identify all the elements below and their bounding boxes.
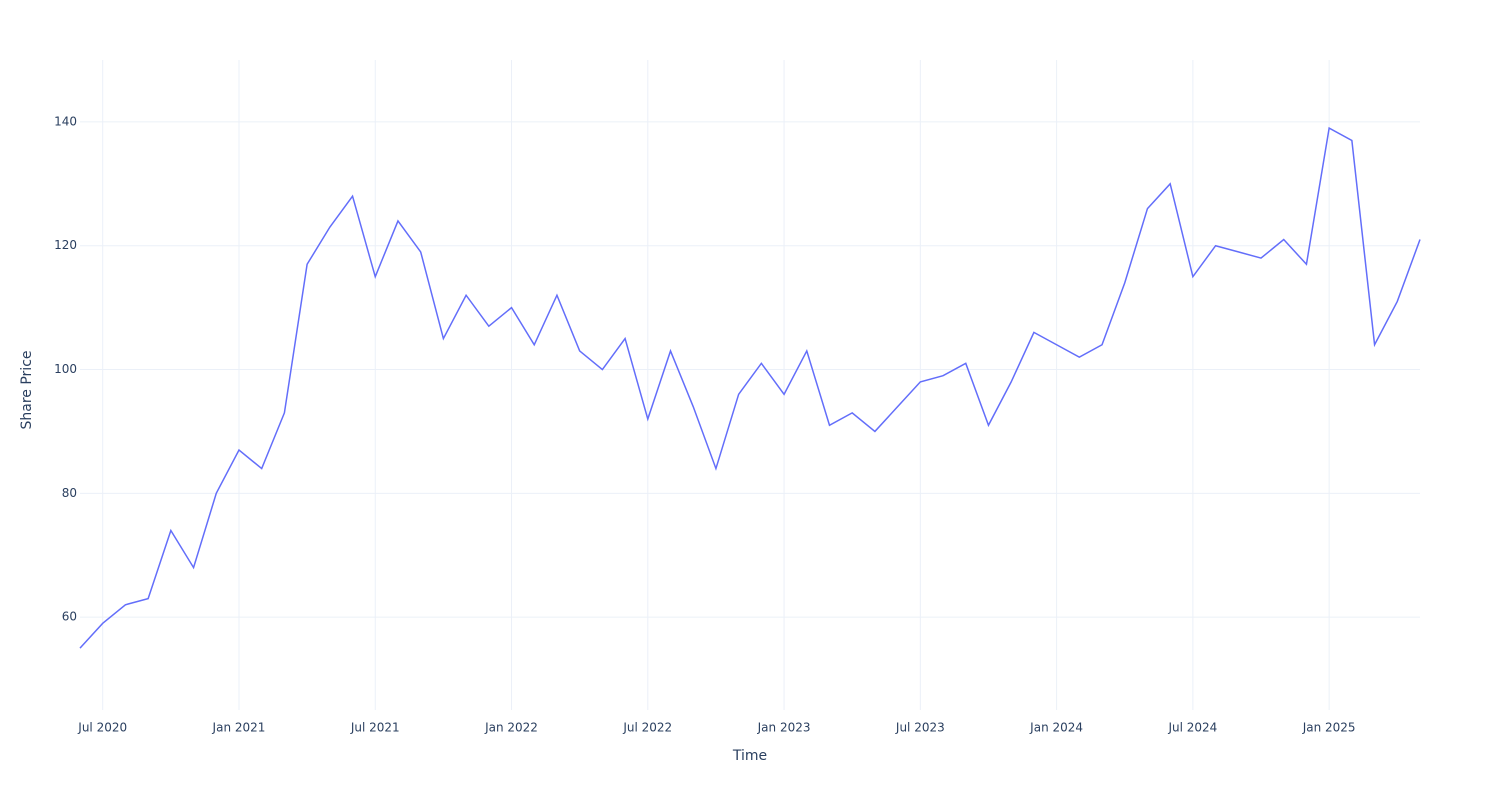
x-tick-label: Jul 2024: [1167, 721, 1217, 735]
x-axis-title: Time: [732, 748, 767, 764]
x-tick-label: Jul 2021: [350, 721, 400, 735]
price-line: [79, 126, 1421, 649]
x-tick-label: Jul 2023: [895, 721, 945, 735]
y-tick-label: 120: [54, 238, 77, 252]
x-tick-label: Jan 2024: [1029, 721, 1083, 735]
y-axis-title: Share Price: [19, 350, 35, 429]
y-tick-label: 80: [62, 486, 77, 500]
y-tick-label: 140: [54, 114, 77, 128]
y-tick-label: 60: [62, 610, 77, 624]
x-tick-label: Jul 2020: [77, 721, 127, 735]
x-tick-label: Jan 2023: [757, 721, 811, 735]
y-tick-label: 100: [54, 362, 77, 376]
x-tick-label: Jan 2021: [212, 721, 266, 735]
x-tick-label: Jul 2022: [622, 721, 672, 735]
x-tick-label: Jan 2025: [1302, 721, 1356, 735]
x-tick-label: Jan 2022: [484, 721, 538, 735]
